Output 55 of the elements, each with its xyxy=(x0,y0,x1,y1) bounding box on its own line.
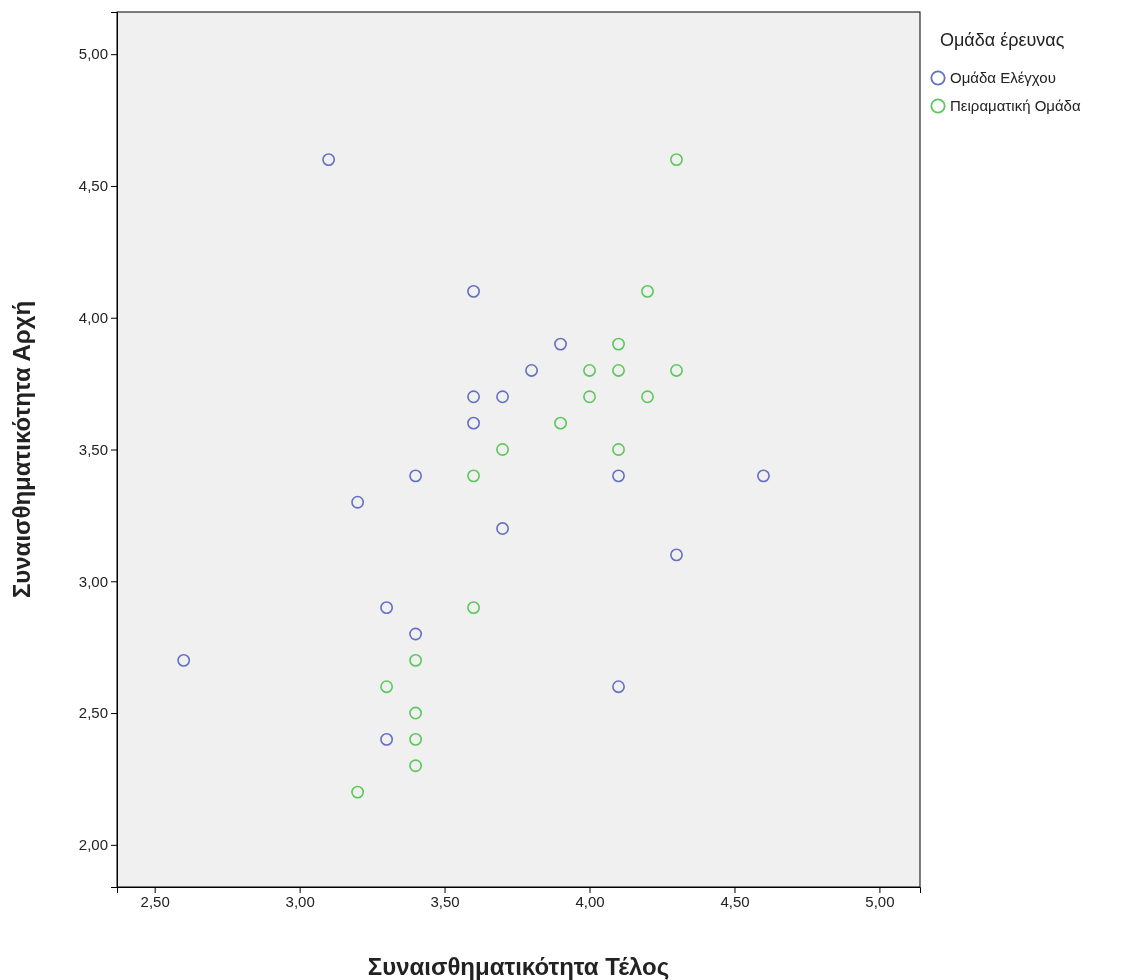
point xyxy=(467,416,481,430)
y-tick-label: 2,50 xyxy=(78,704,108,722)
point xyxy=(409,627,423,641)
point xyxy=(380,732,394,746)
point xyxy=(351,785,365,799)
point xyxy=(612,337,625,351)
y-tick-label: 5,00 xyxy=(78,45,108,63)
point xyxy=(554,416,567,430)
point xyxy=(670,153,683,167)
point xyxy=(496,443,509,456)
point xyxy=(612,364,625,377)
y-tick-label: 3,50 xyxy=(78,440,108,458)
point xyxy=(612,469,625,483)
x-tick-label: 4,00 xyxy=(575,892,605,910)
x-tick-label: 3,00 xyxy=(285,892,315,910)
x-tick-label: 5,00 xyxy=(865,892,895,910)
point xyxy=(409,706,423,720)
point xyxy=(380,601,394,615)
y-tick-label: 2,00 xyxy=(78,836,108,854)
point xyxy=(467,469,481,483)
point xyxy=(641,390,654,404)
x-axis-title: Συναισθηματικότητα Τέλος xyxy=(367,953,670,980)
point xyxy=(467,601,481,615)
point xyxy=(583,364,596,377)
point xyxy=(322,153,336,167)
point xyxy=(380,680,394,694)
point xyxy=(496,522,509,535)
point xyxy=(757,469,770,483)
point xyxy=(670,364,683,377)
point xyxy=(670,548,683,562)
y-tick-label: 3,00 xyxy=(78,572,108,590)
legend-title: Ομάδα έρευνας xyxy=(940,30,1065,50)
point xyxy=(554,337,567,351)
point xyxy=(612,680,625,694)
point xyxy=(641,284,654,298)
point xyxy=(177,653,191,667)
point xyxy=(525,364,538,377)
point xyxy=(409,732,423,746)
y-tick-label: 4,00 xyxy=(78,309,108,327)
y-tick-label: 4,50 xyxy=(78,177,108,195)
point xyxy=(409,469,423,483)
point xyxy=(496,390,509,404)
point xyxy=(467,390,481,404)
point xyxy=(409,653,423,667)
y-axis-title: Συναισθηματικότητα Αρχή xyxy=(8,300,35,599)
x-tick-label: 3,50 xyxy=(430,892,460,910)
point xyxy=(467,284,481,298)
legend-label: Πειραματική Ομάδα xyxy=(950,97,1081,114)
x-tick-label: 4,50 xyxy=(720,892,750,910)
point xyxy=(612,443,625,456)
legend-label: Ομάδα Ελέγχου xyxy=(950,69,1056,86)
point xyxy=(583,390,596,404)
point xyxy=(351,495,365,509)
x-tick-label: 2,50 xyxy=(140,892,170,910)
point xyxy=(409,759,423,773)
